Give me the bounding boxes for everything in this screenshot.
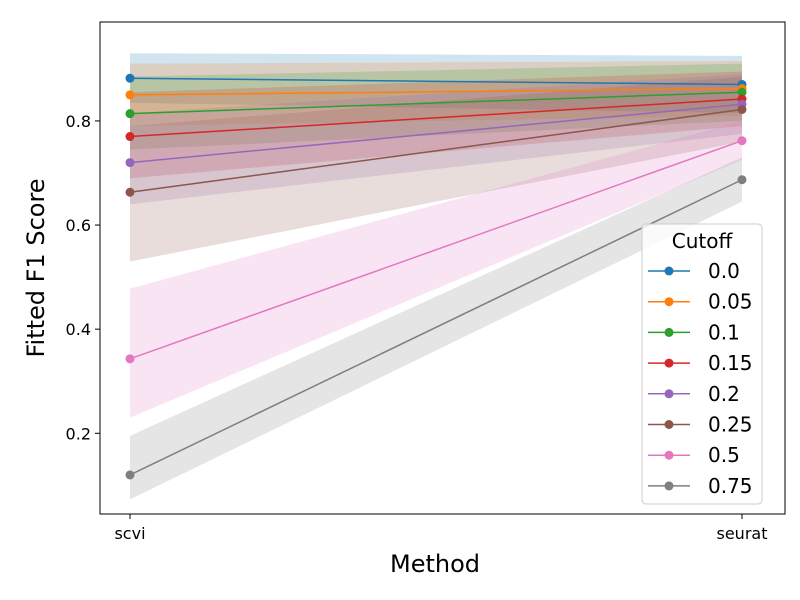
plot-frame [99,21,786,515]
legend-label-0: 0.0 [708,259,740,283]
data-point-6-1 [737,136,747,146]
series-lines [129,77,743,476]
legend-marker-3 [664,358,674,368]
legend-title: Cutoff [672,229,734,253]
series-line-6 [129,139,743,360]
y-axis: 0.2 0.4 0.6 0.8 [66,112,100,443]
series-line-1 [129,87,743,96]
legend-label-4: 0.2 [708,382,740,406]
series-line-3 [129,98,743,138]
y-tick-label-3: 0.8 [66,112,91,131]
data-point-1-0 [125,90,135,100]
legend-box [641,223,763,505]
series-points [125,73,747,480]
series-line-5 [129,108,743,193]
legend-label-5: 0.25 [708,413,753,437]
legend-label-7: 0.75 [708,474,753,498]
data-point-4-0 [125,158,135,168]
x-tick-label-1: seurat [717,524,768,543]
data-point-3-0 [125,132,135,142]
legend-marker-2 [664,327,674,337]
series-line-0 [129,77,743,86]
confidence-band-2 [130,63,742,150]
data-point-2-1 [737,87,747,97]
legend-label-6: 0.5 [708,443,740,467]
legend-marker-6 [664,450,674,460]
x-axis-label: Method [390,550,480,578]
data-point-6-0 [125,354,135,364]
x-tick-label-0: scvi [114,524,145,543]
data-point-0-0 [125,73,135,83]
data-point-2-0 [125,109,135,119]
legend: Cutoff 0.0 0.05 0.1 0.15 0.2 0.25 0.5 0.75 [641,223,763,505]
series-line-7 [129,179,743,476]
confidence-band-5 [130,76,742,262]
data-point-5-0 [125,187,135,197]
legend-marker-4 [664,389,674,399]
confidence-band-1 [130,61,742,127]
y-tick-label-0: 0.2 [66,424,91,443]
legend-label-2: 0.1 [708,320,740,344]
y-tick-label-2: 0.6 [66,216,91,235]
data-point-7-0 [125,470,135,480]
legend-marker-0 [664,266,674,276]
legend-label-1: 0.05 [708,290,753,314]
confidence-band-7 [130,157,742,500]
x-axis: scvi seurat [114,514,767,543]
legend-label-3: 0.15 [708,351,753,375]
series-line-2 [129,91,743,115]
legend-marker-5 [664,420,674,429]
legend-marker-7 [664,481,674,491]
data-point-5-1 [737,104,747,114]
data-point-7-1 [737,175,747,185]
legend-items: 0.0 0.05 0.1 0.15 0.2 0.25 0.5 0.75 [648,259,753,498]
y-tick-label-1: 0.4 [66,320,91,339]
y-axis-label: Fitted F1 Score [22,178,50,357]
series-line-4 [129,103,743,164]
legend-marker-1 [664,297,674,307]
